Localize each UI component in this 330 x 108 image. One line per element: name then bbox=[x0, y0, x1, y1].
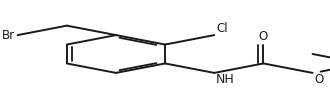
Text: O: O bbox=[314, 73, 323, 86]
Text: Br: Br bbox=[2, 29, 15, 42]
Text: Cl: Cl bbox=[216, 22, 227, 35]
Text: NH: NH bbox=[216, 73, 235, 86]
Text: O: O bbox=[259, 30, 268, 44]
